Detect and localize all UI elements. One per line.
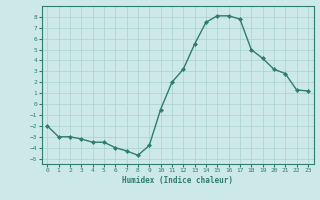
- X-axis label: Humidex (Indice chaleur): Humidex (Indice chaleur): [122, 176, 233, 185]
